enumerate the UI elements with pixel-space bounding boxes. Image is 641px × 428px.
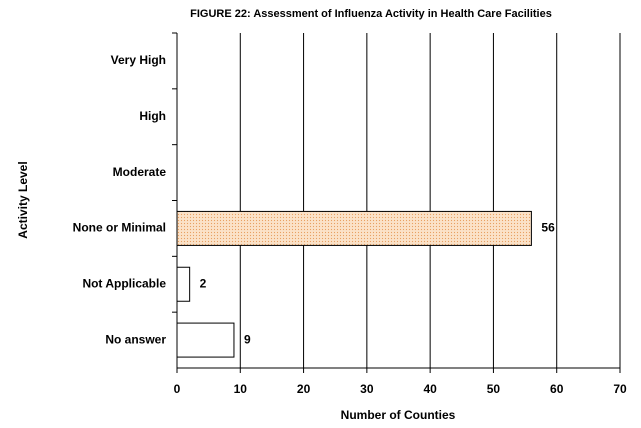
y-tick-label: Very High	[111, 53, 166, 67]
y-axis-label: Activity Level	[16, 161, 30, 238]
bar	[176, 210, 532, 246]
x-tick-label: 50	[487, 382, 501, 396]
data-label: 9	[244, 332, 251, 346]
x-tick-label: 0	[174, 382, 181, 396]
x-tick-label: 60	[550, 382, 564, 396]
y-tick-label: Not Applicable	[82, 276, 166, 290]
x-tick-label: 70	[613, 382, 627, 396]
x-tick-label: 20	[297, 382, 311, 396]
y-tick-label: High	[139, 109, 166, 123]
data-label: 56	[541, 221, 555, 235]
x-tick-label: 10	[234, 382, 248, 396]
y-tick-label: No answer	[105, 332, 166, 346]
y-tick-label: Moderate	[113, 165, 167, 179]
chart-title: FIGURE 22: Assessment of Influenza Activ…	[190, 8, 552, 20]
y-tick-label: None or Minimal	[73, 221, 166, 235]
x-tick-label: 30	[360, 382, 374, 396]
bar	[176, 322, 235, 358]
x-axis-label: Number of Counties	[341, 408, 456, 422]
bar	[176, 266, 191, 302]
x-tick-label: 40	[423, 382, 437, 396]
data-label: 2	[200, 276, 207, 290]
